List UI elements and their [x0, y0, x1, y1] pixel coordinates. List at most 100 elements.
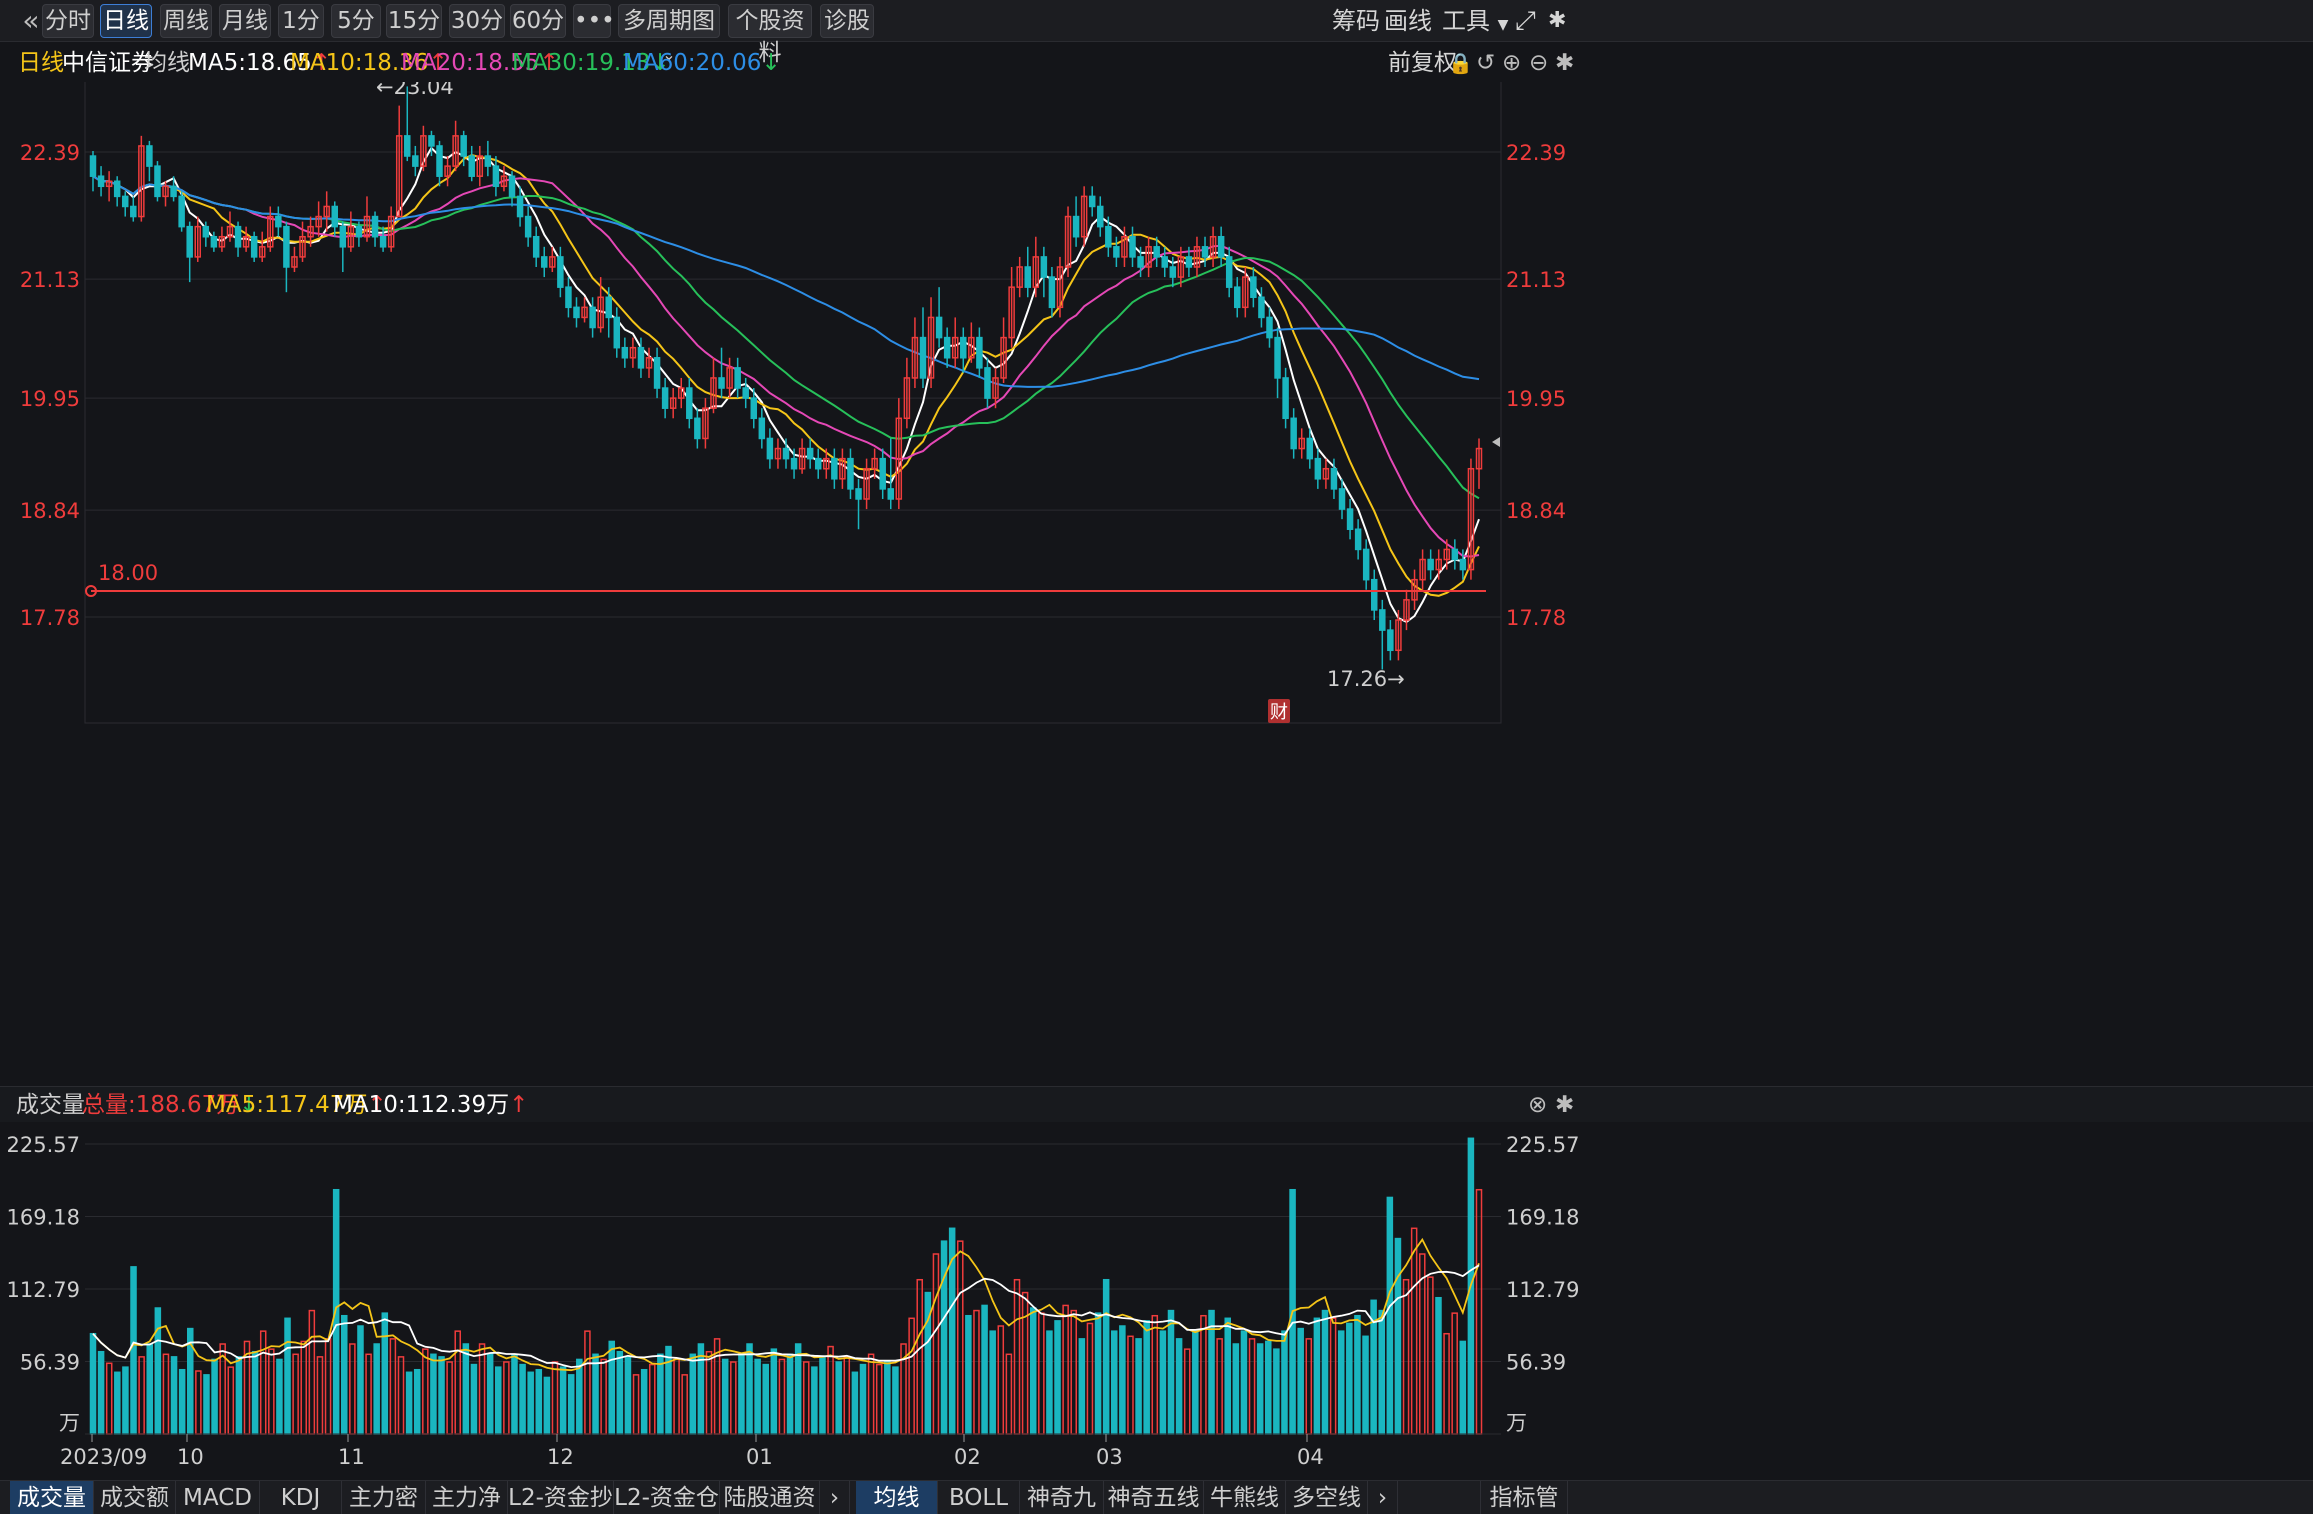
- chip-button[interactable]: 筹码: [1332, 7, 1380, 35]
- price-tick-right: 17.78: [1506, 606, 1566, 630]
- volume-bar: [1329, 1317, 1337, 1435]
- tab-long-short[interactable]: 多空线: [1286, 1481, 1368, 1514]
- volume-bar: [495, 1366, 502, 1435]
- volume-bar: [543, 1376, 551, 1435]
- chevron-right-icon[interactable]: ›: [820, 1481, 850, 1514]
- volume-bar: [341, 1314, 348, 1435]
- indicator-manage-button[interactable]: 指标管理: [1480, 1481, 1568, 1514]
- volume-bar: [276, 1358, 283, 1435]
- tools-label: 工具: [1442, 7, 1490, 35]
- diagnose-button[interactable]: 诊股: [820, 4, 874, 38]
- candle-body: [307, 225, 314, 238]
- tab-hk-connect[interactable]: 陆股通资金: [720, 1481, 820, 1514]
- stock-info-button[interactable]: 个股资料: [728, 4, 812, 66]
- finance-badge-text: 财: [1270, 702, 1288, 723]
- candle-body: [1475, 447, 1483, 470]
- candle-body: [500, 175, 508, 188]
- tab-weekly[interactable]: 周线: [160, 4, 212, 38]
- volume-bar: [1094, 1312, 1102, 1435]
- tab-30min[interactable]: 30分: [449, 4, 505, 38]
- price-axis-left: 22.39 21.13 19.95 18.84 17.78: [20, 141, 80, 630]
- volume-bar: [932, 1253, 940, 1435]
- volume-bar: [689, 1353, 697, 1435]
- volume-bar: [1119, 1325, 1126, 1435]
- volume-bar: [640, 1368, 648, 1435]
- volume-bar: [989, 1330, 996, 1435]
- candle-body: [686, 387, 693, 420]
- tab-l2-position[interactable]: L2-资金仓位: [614, 1481, 720, 1514]
- tab-kdj[interactable]: KDJ: [260, 1481, 342, 1514]
- tab-bull-bear[interactable]: 牛熊线: [1204, 1481, 1286, 1514]
- multi-period-dropdown[interactable]: 多周期图 ⌄: [618, 4, 720, 64]
- volume-bars: [89, 1137, 1483, 1435]
- candle-body: [919, 336, 927, 379]
- tab-daily[interactable]: 日线: [100, 4, 152, 38]
- candle-body: [1056, 266, 1064, 309]
- volume-bar: [373, 1343, 380, 1435]
- fullscreen-icon[interactable]: ⤢: [1515, 6, 1536, 36]
- volume-bar: [1029, 1307, 1037, 1435]
- candle-body: [468, 155, 475, 177]
- volume-bar: [195, 1370, 202, 1435]
- candle-body: [267, 215, 274, 248]
- zoom-out-icon[interactable]: ⊖: [1529, 50, 1549, 76]
- candle-body: [508, 175, 516, 198]
- tab-main-code[interactable]: 主力密码: [342, 1481, 426, 1514]
- adjust-mode-label[interactable]: 前复权: [1388, 50, 1457, 76]
- settings-icon[interactable]: ✱: [1548, 8, 1567, 33]
- tab-main-net[interactable]: 主力净额: [426, 1481, 508, 1514]
- candle-body: [814, 457, 822, 470]
- chart-settings-icon[interactable]: ✱: [1555, 50, 1575, 76]
- tab-5min[interactable]: 5分: [331, 4, 381, 38]
- candle-body: [170, 185, 177, 198]
- price-chart[interactable]: 18.00 ←23.04 17.26→ 财 22.39 21.13 19.95 18.…: [0, 82, 2313, 1086]
- volume-bar: [803, 1361, 810, 1435]
- ma-label[interactable]: 均线: [144, 50, 190, 76]
- candle-body: [444, 165, 451, 177]
- lock-icon[interactable]: 🔒: [1448, 51, 1473, 75]
- candle-body: [460, 135, 467, 157]
- tab-macd[interactable]: MACD: [176, 1481, 260, 1514]
- tools-dropdown[interactable]: 工具 ▼: [1442, 4, 1508, 38]
- tab-l2-bottom[interactable]: L2-资金抄底: [508, 1481, 614, 1514]
- candle-body: [1225, 256, 1233, 288]
- candle-body: [532, 235, 540, 258]
- volume-bar: [1410, 1227, 1418, 1435]
- tab-boll[interactable]: BOLL: [938, 1481, 1020, 1514]
- undo-icon[interactable]: ↺: [1476, 50, 1496, 76]
- candle-body: [943, 336, 951, 359]
- volume-bar: [762, 1363, 769, 1435]
- volume-bar: [308, 1309, 316, 1435]
- chevron-right-icon[interactable]: ›: [1368, 1481, 1398, 1514]
- candle-body: [645, 357, 653, 369]
- tab-1min[interactable]: 1分: [278, 4, 324, 38]
- volume-ma5: MA5:117.47万↑: [206, 1092, 387, 1118]
- draw-line-button[interactable]: 画线: [1384, 7, 1432, 35]
- volume-bar: [1102, 1278, 1110, 1435]
- candle-body: [210, 235, 218, 248]
- tab-60min[interactable]: 60分: [510, 4, 566, 38]
- tab-monthly[interactable]: 月线: [219, 4, 271, 38]
- candle-body: [258, 246, 266, 258]
- candle-body: [1097, 205, 1104, 228]
- more-button[interactable]: •••: [573, 4, 615, 38]
- volume-bar: [567, 1374, 575, 1435]
- candle-body: [1113, 246, 1120, 258]
- zoom-in-icon[interactable]: ⊕: [1502, 50, 1522, 76]
- tab-15min[interactable]: 15分: [386, 4, 442, 38]
- tab-magic-nine[interactable]: 神奇九转: [1020, 1481, 1104, 1514]
- candle-body: [436, 145, 443, 177]
- tab-turnover[interactable]: 成交额: [94, 1481, 176, 1514]
- tab-ma[interactable]: 均线: [856, 1481, 938, 1514]
- tab-volume[interactable]: 成交量: [10, 1481, 94, 1514]
- tab-fenshi[interactable]: 分时: [42, 4, 94, 38]
- close-panel-icon[interactable]: ⊗: [1528, 1092, 1548, 1118]
- date-label: 02: [954, 1445, 981, 1469]
- volume-tick-right: 56.39: [1506, 1351, 1566, 1375]
- back-chevron-icon[interactable]: «: [22, 4, 40, 37]
- tab-magic-five[interactable]: 神奇五线谱: [1104, 1481, 1204, 1514]
- panel-settings-icon[interactable]: ✱: [1555, 1092, 1575, 1118]
- multi-period-label: 多周期图: [623, 8, 715, 34]
- volume-bar: [251, 1350, 259, 1435]
